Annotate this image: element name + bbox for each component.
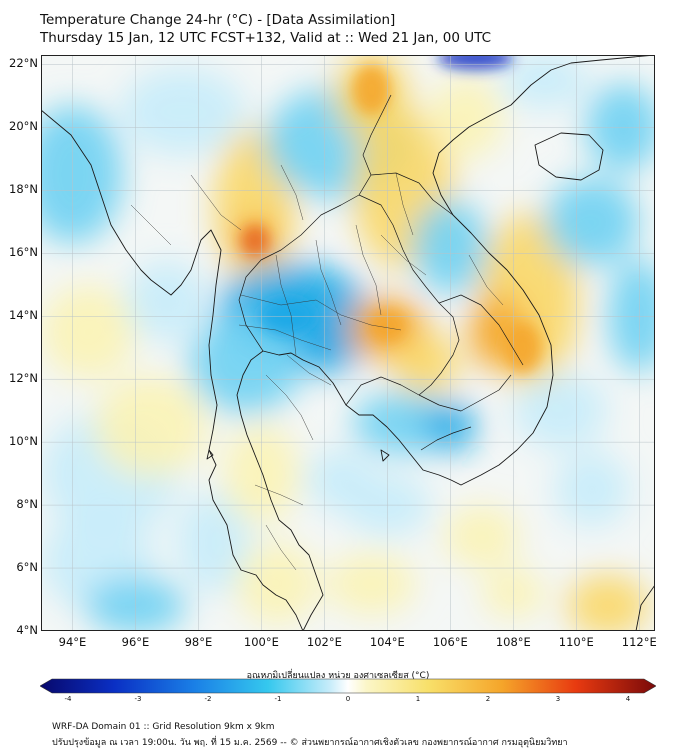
colorbar-tick: -1 bbox=[274, 695, 282, 703]
lat-label: 6°N bbox=[16, 560, 38, 575]
footer-model-info: WRF-DA Domain 01 :: Grid Resolution 9km … bbox=[52, 722, 275, 732]
colorbar-tick: 2 bbox=[485, 695, 491, 703]
colorbar bbox=[40, 678, 656, 694]
temperature-blob bbox=[554, 451, 630, 528]
lat-label: 4°N bbox=[16, 623, 38, 637]
colorbar-tick: -3 bbox=[134, 695, 142, 703]
colorbar-tick: 4 bbox=[625, 695, 631, 703]
lat-label: 10°N bbox=[9, 434, 38, 449]
lon-label: 104°E bbox=[369, 635, 405, 649]
chart-title: Temperature Change 24-hr (°C) - [Data As… bbox=[40, 12, 396, 28]
temperature-field bbox=[41, 55, 655, 631]
colorbar-tick: -4 bbox=[64, 695, 72, 703]
temperature-blob bbox=[390, 331, 460, 395]
lon-label: 108°E bbox=[495, 635, 531, 649]
lon-label: 110°E bbox=[558, 635, 594, 649]
temperature-blob bbox=[126, 259, 208, 342]
lon-label: 102°E bbox=[306, 635, 342, 649]
lat-label: 18°N bbox=[9, 182, 38, 197]
colorbar-title: อุณหภูมิเปลี่ยนแปลง หน่วย องศาเซลเซียส (… bbox=[246, 671, 430, 681]
lon-label: 98°E bbox=[184, 635, 213, 649]
coastline bbox=[41, 55, 655, 631]
chart-subtitle: Thursday 15 Jan, 12 UTC FCST+132, Valid … bbox=[40, 30, 492, 46]
temperature-blob bbox=[513, 372, 608, 449]
lon-label: 96°E bbox=[121, 635, 150, 649]
temperature-map bbox=[41, 55, 655, 631]
temperature-blob bbox=[236, 542, 319, 625]
footer-credit: ปรับปรุงข้อมูล ณ เวลา 19:00น. วัน พฤ. ที… bbox=[52, 738, 568, 748]
colorbar-tick: -2 bbox=[204, 695, 212, 703]
temperature-blob bbox=[188, 313, 303, 414]
temperature-blob bbox=[566, 574, 649, 631]
country-borders bbox=[238, 94, 524, 451]
lon-label: 100°E bbox=[243, 635, 279, 649]
map-frame bbox=[41, 55, 655, 631]
lat-label: 16°N bbox=[9, 245, 38, 260]
temperature-detail bbox=[437, 55, 514, 70]
temperature-detail bbox=[352, 64, 391, 115]
temperature-blob bbox=[119, 67, 246, 156]
colorbar-tick: 3 bbox=[555, 695, 561, 703]
temperature-detail bbox=[503, 322, 542, 373]
lat-label: 20°N bbox=[9, 119, 38, 134]
lat-label: 8°N bbox=[16, 497, 38, 512]
lat-label: 22°N bbox=[9, 56, 38, 71]
lat-label: 14°N bbox=[9, 308, 38, 323]
temperature-blob bbox=[305, 448, 375, 512]
temperature-blob bbox=[352, 391, 454, 455]
temperature-blob bbox=[327, 552, 416, 616]
colorbar-tick: 1 bbox=[415, 695, 421, 703]
lon-label: 106°E bbox=[432, 635, 468, 649]
temperature-blob bbox=[41, 105, 123, 244]
lat-lon-grid bbox=[41, 55, 655, 631]
temperature-blob bbox=[94, 376, 208, 477]
lat-label: 12°N bbox=[9, 371, 38, 386]
temperature-detail bbox=[240, 224, 270, 257]
temperature-blob bbox=[444, 505, 520, 569]
temperature-blob bbox=[544, 177, 640, 266]
lon-label: 112°E bbox=[621, 635, 657, 649]
province-borders bbox=[130, 164, 504, 571]
lon-label: 94°E bbox=[58, 635, 87, 649]
temperature-blob bbox=[500, 55, 589, 109]
temperature-blob bbox=[41, 284, 136, 380]
temperature-blob bbox=[428, 77, 504, 159]
colorbar-tick: 0 bbox=[345, 695, 351, 703]
